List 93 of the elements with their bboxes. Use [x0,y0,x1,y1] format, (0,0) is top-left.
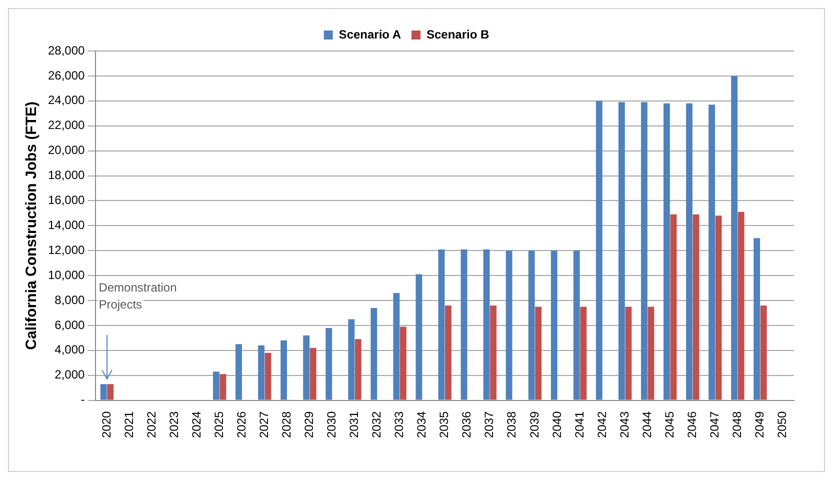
bar [348,319,355,400]
bar [618,102,625,400]
bar [354,339,362,400]
bar [303,335,310,400]
x-tick-label: 2041 [572,410,586,438]
y-tick-label: 18,000 [48,168,86,182]
y-tick-label: 2,000 [54,368,86,382]
x-tick-label: 2029 [302,410,316,438]
bar [528,250,535,400]
x-tick-label: 2050 [775,410,790,438]
bar [370,308,378,400]
bar [220,374,226,400]
bar [715,216,722,400]
bar [550,250,558,400]
y-tick-label: 10,000 [48,268,86,282]
x-tick-label: 2021 [122,410,136,438]
x-tick-label: 2045 [662,410,676,438]
y-tick-label: 14,000 [48,218,86,232]
x-tick-label: 2044 [640,410,654,438]
bar [416,274,422,400]
x-tick-label: 2031 [347,410,362,438]
bar [100,384,107,400]
y-axis-title: California Construction Jobs (FTE) [23,101,40,350]
bar [460,249,468,400]
bar [625,306,632,400]
x-tick-label: 2049 [752,410,767,438]
x-tick-label: 2034 [414,410,429,438]
bar [640,102,648,400]
annotation: Demonstration Projects [98,280,177,312]
bar [107,384,114,400]
bar [326,328,332,400]
x-tick-label: 2032 [370,410,384,438]
bar [708,104,715,400]
bar [213,372,220,400]
x-tick-label: 2040 [550,410,564,438]
bar [580,306,587,400]
x-tick-label: 2046 [684,410,699,438]
y-tick-label: 16,000 [48,193,86,208]
legend-label: Scenario B [426,27,490,42]
bar [438,249,445,400]
bar [731,76,738,400]
bar [483,249,490,400]
y-tick-label: - [80,392,85,407]
bar [445,305,452,400]
x-tick-label: 2030 [324,410,339,438]
x-tick-label: 2047 [707,410,722,438]
bar [280,340,288,400]
x-tick-label: 2024 [189,410,204,438]
bar [258,345,264,400]
bar [692,214,700,400]
x-tick-label: 2042 [594,410,609,438]
bar [310,348,316,400]
x-tick-label: 2020 [99,410,114,438]
y-tick-label: 28,000 [48,43,86,58]
bar [670,214,677,400]
bar [648,306,654,400]
x-tick-label: 2022 [144,410,158,438]
bar [596,100,602,400]
y-tick-label: 22,000 [48,118,86,132]
x-tick-label: 2023 [166,410,181,438]
y-tick-label: 20,000 [48,143,86,158]
bar [506,250,512,400]
bar [535,306,542,400]
y-tick-label: 8,000 [54,292,86,307]
x-tick-label: 2027 [256,410,271,438]
x-tick-label: 2039 [527,410,542,438]
y-tick-label: 4,000 [54,342,86,357]
bar [400,326,406,400]
bar [393,293,400,400]
bar [573,250,580,400]
y-tick-label: 24,000 [48,93,86,108]
x-tick-label: 2026 [234,410,248,438]
x-tick-label: 2035 [437,410,452,438]
bar [754,238,760,400]
bar [264,352,272,400]
bar [738,212,744,400]
x-tick-label: 2038 [504,410,519,438]
x-tick-label: 2043 [617,410,632,438]
x-tick-label: 2036 [460,410,474,438]
x-tick-label: 2033 [392,410,406,438]
bar [760,305,767,400]
bar [490,305,496,400]
x-tick-label: 2037 [482,410,496,438]
bar [686,103,692,400]
x-tick-label: 2048 [730,410,744,438]
bar [664,103,670,400]
bar [236,344,242,400]
y-tick-label: 26,000 [48,68,86,82]
y-tick-label: 12,000 [48,242,86,257]
legend-label: Scenario A [338,27,402,42]
x-tick-label: 2025 [212,410,226,438]
x-tick-label: 2028 [279,410,294,438]
y-tick-label: 6,000 [54,318,86,332]
